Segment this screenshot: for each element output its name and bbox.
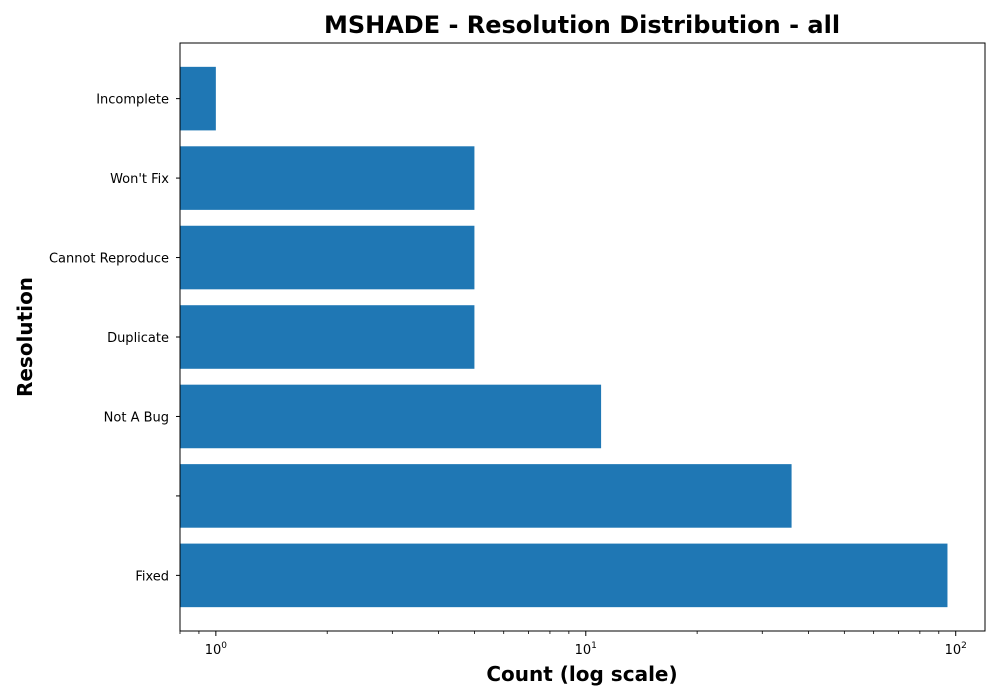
x-tick-label: 101 bbox=[575, 641, 597, 658]
x-tick-label: 100 bbox=[205, 641, 228, 658]
y-tick-label: Incomplete bbox=[96, 93, 169, 108]
x-axis-label: Count (log scale) bbox=[486, 662, 677, 686]
bar-cannot-reproduce bbox=[180, 225, 475, 290]
y-tick-label: Duplicate bbox=[107, 331, 169, 346]
bar-fixed bbox=[180, 543, 948, 608]
x-axis-ticks: 100 101 102 bbox=[179, 631, 967, 658]
y-tick-label: Cannot Reproduce bbox=[49, 252, 169, 267]
x-tick-label: 102 bbox=[945, 641, 967, 658]
y-axis-label: Resolution bbox=[13, 277, 37, 397]
bar-incomplete bbox=[180, 66, 216, 131]
bar-not-a-bug bbox=[180, 384, 602, 449]
bar-won-t-fix bbox=[180, 146, 475, 210]
bar-blank bbox=[180, 464, 792, 528]
y-tick-label: Fixed bbox=[135, 569, 169, 584]
y-axis-ticks: Fixed Not A Bug Duplicate Cannot Reproduce W… bbox=[49, 93, 180, 584]
y-tick-label: Not A Bug bbox=[104, 410, 169, 425]
chart-title: MSHADE - Resolution Distribution - all bbox=[324, 11, 840, 39]
bars-layer bbox=[180, 66, 948, 608]
y-tick-label: Won't Fix bbox=[110, 172, 169, 187]
bar-duplicate bbox=[180, 305, 475, 369]
